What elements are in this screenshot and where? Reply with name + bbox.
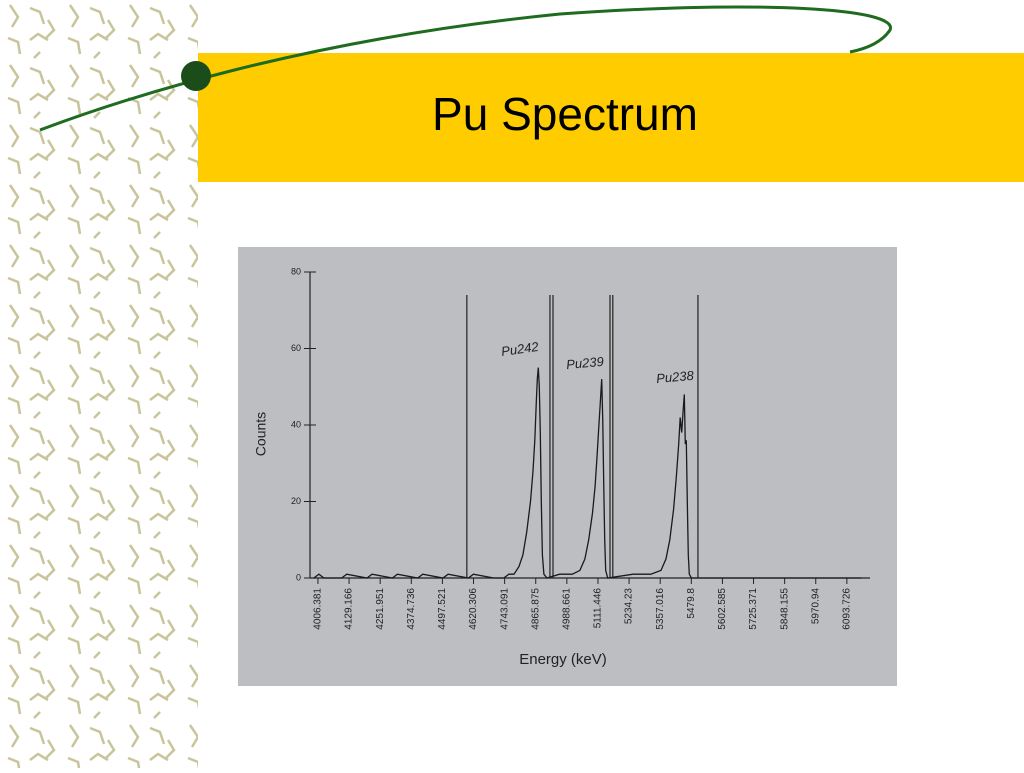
y-tick-label: 40 <box>291 419 301 429</box>
y-axis-label: Counts <box>253 412 269 456</box>
orbit <box>39 5 892 132</box>
x-tick-label: 5357.016 <box>655 588 666 630</box>
x-tick-label: 4865.875 <box>530 588 541 630</box>
orb <box>181 61 211 91</box>
x-tick-label: 4129.166 <box>344 588 355 630</box>
y-tick-label: 0 <box>296 572 301 582</box>
annotation: Pu239 <box>566 354 605 372</box>
x-tick-label: 4620.306 <box>468 588 479 630</box>
x-tick-label: 5970.94 <box>810 588 821 625</box>
x-tick-label: 5111.446 <box>593 588 604 629</box>
annotation: Pu242 <box>500 339 540 359</box>
y-tick-label: 60 <box>291 343 301 353</box>
x-tick-label: 5848.155 <box>779 588 790 630</box>
x-tick-label: 6093.726 <box>842 588 853 630</box>
x-tick-label: 5602.585 <box>717 588 728 630</box>
x-tick-label: 4006.381 <box>313 588 324 630</box>
chart: 0 20 40 60 80 4006.381 4129.166 4251.951 4374.73… <box>253 266 870 668</box>
x-tick-label: 4251.951 <box>375 588 386 630</box>
title-band <box>198 53 1024 182</box>
x-tick-label: 4743.091 <box>499 588 510 630</box>
x-tick-label: 5234.23 <box>624 588 635 625</box>
x-tick-label: 4374.736 <box>406 588 417 630</box>
y-tick-label: 20 <box>291 496 301 506</box>
x-tick-label: 4988.661 <box>561 588 572 630</box>
slide-title: Pu Spectrum <box>432 88 698 140</box>
side-pattern <box>0 0 198 768</box>
spectrum-line <box>313 367 862 579</box>
annotation: Pu238 <box>656 368 696 386</box>
chart-background <box>238 247 897 686</box>
x-axis-label: Energy (keV) <box>519 651 607 668</box>
x-tick-label: 4497.521 <box>437 588 448 630</box>
x-tick-label: 5725.371 <box>748 588 759 630</box>
y-tick-label: 80 <box>291 266 301 276</box>
x-tick-label: 5479.8 <box>686 588 697 619</box>
